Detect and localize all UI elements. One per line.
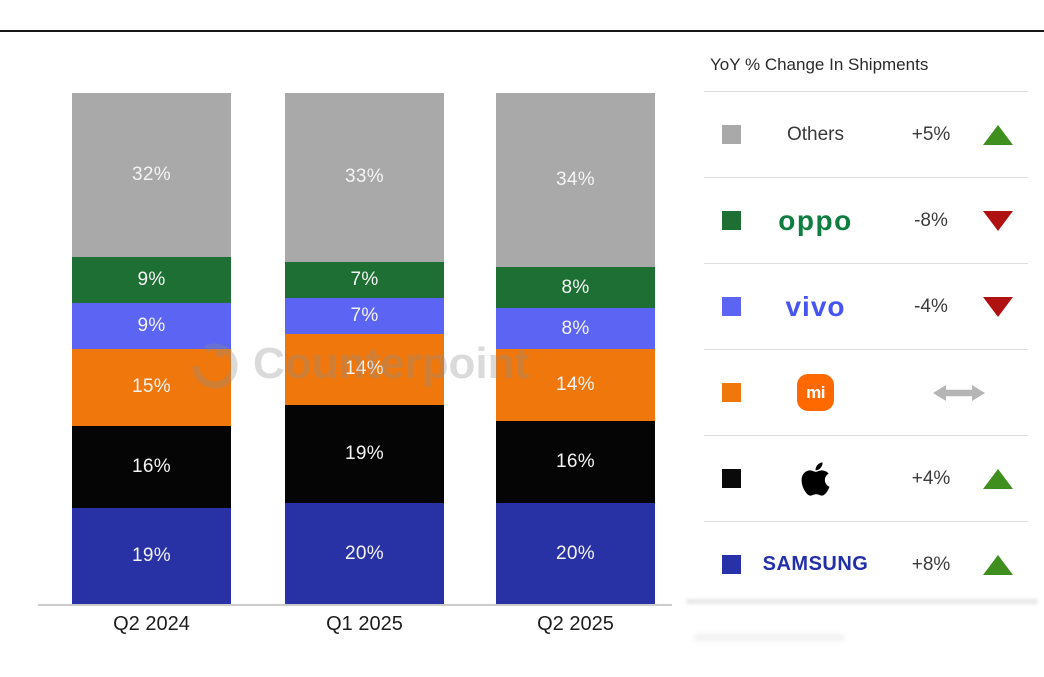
up-arrow-cell <box>968 554 1028 575</box>
bar-segment-value-label: 7% <box>350 268 379 290</box>
bar-segment-apple: 16% <box>72 425 231 508</box>
others-logo: Others <box>741 124 890 146</box>
up-triangle-icon <box>983 124 1013 145</box>
bar-segment-samsung: 20% <box>285 502 444 605</box>
samsung-logo: SAMSUNG <box>741 553 890 576</box>
x-axis-label-q2-2024: Q2 2024 <box>113 613 190 635</box>
others-swatch <box>722 125 741 144</box>
legend-change-group: -4% <box>890 296 1028 318</box>
legend-row-oppo: oppo -8% <box>704 177 1028 263</box>
down-arrow-cell <box>968 296 1028 317</box>
yoy-change-value: -8% <box>914 209 948 231</box>
mi-logo-text: mi <box>806 382 825 402</box>
bar-segment-others: 33% <box>285 93 444 262</box>
bar-segment-others: 34% <box>496 93 655 268</box>
bar-segment-value-label: 8% <box>561 276 590 298</box>
bar-segment-oppo: 7% <box>285 261 444 298</box>
bar-segment-value-label: 19% <box>345 442 384 464</box>
xiaomi-logo: mi <box>741 374 890 411</box>
stacked-bar-chart: 32% 9% 9% 15% 16% 19% Q2 2024 33% 7% 7% 14% 19% 20% Q… <box>72 93 655 635</box>
legend-change-group: +8% <box>890 554 1028 576</box>
apple-logo-icon <box>801 461 830 496</box>
bar-segment-value-label: 14% <box>556 373 595 395</box>
legend-label-others: Others <box>786 123 845 145</box>
legend-row-apple: +4% <box>704 435 1028 521</box>
x-axis-label-q1-2025: Q1 2025 <box>326 613 403 635</box>
bar-segment-vivo: 9% <box>72 302 231 349</box>
legend-row-others: Others +5% <box>704 91 1028 177</box>
down-triangle-icon <box>983 210 1013 231</box>
up-arrow-cell <box>968 124 1028 145</box>
bar-segment-oppo: 8% <box>496 267 655 309</box>
legend-change-group: +4% <box>890 468 1028 490</box>
oppo-logo: oppo <box>741 205 890 237</box>
top-divider-rule <box>0 30 1044 32</box>
legend-title: YoY % Change In Shipments <box>710 55 929 74</box>
bar-segment-value-label: 16% <box>132 455 171 477</box>
stacked-bar-q1-2025: 33% 7% 7% 14% 19% 20% <box>285 93 444 605</box>
bar-segment-others: 32% <box>72 93 231 257</box>
stacked-bar-q2-2024: 32% 9% 9% 15% 16% 19% <box>72 93 231 605</box>
yoy-change-value: +8% <box>911 553 951 575</box>
up-triangle-icon <box>983 468 1013 489</box>
x-axis-label-q2-2025: Q2 2025 <box>537 613 614 635</box>
stacked-bar-q2-2025: 34% 8% 8% 14% 16% 20% <box>496 93 655 605</box>
bar-segment-value-label: 34% <box>556 169 595 191</box>
apple-logo <box>741 460 890 498</box>
oppo-swatch <box>722 211 741 230</box>
legend-change-group: +5% <box>890 124 1028 146</box>
yoy-change-value: -4% <box>914 295 948 317</box>
bar-segment-apple: 19% <box>285 405 444 503</box>
bar-segment-value-label: 20% <box>345 542 384 564</box>
bar-segment-xiaomi: 14% <box>285 333 444 406</box>
bar-segment-value-label: 14% <box>345 358 384 380</box>
flat-double-arrow-icon <box>933 384 985 401</box>
mi-logo-icon: mi <box>797 374 834 411</box>
bar-segment-xiaomi: 14% <box>496 348 655 421</box>
bar-segment-vivo: 7% <box>285 297 444 334</box>
bar-segment-samsung: 20% <box>496 502 655 605</box>
vivo-wordmark: vivo <box>785 290 846 322</box>
legend-row-vivo: vivo -4% <box>704 263 1028 349</box>
apple-swatch <box>722 469 741 488</box>
bar-segment-apple: 16% <box>496 420 655 503</box>
bar-segment-value-label: 15% <box>132 376 171 398</box>
oppo-wordmark: oppo <box>778 204 853 236</box>
legend-change-group: -8% <box>890 210 1028 232</box>
bar-segment-value-label: 9% <box>137 268 166 290</box>
bar-segment-xiaomi: 15% <box>72 348 231 426</box>
bar-segment-vivo: 8% <box>496 308 655 349</box>
up-arrow-cell <box>968 468 1028 489</box>
legend-row-samsung: SAMSUNG +8% <box>704 521 1028 607</box>
legend-panel: YoY % Change In Shipments Others +5% oppo -… <box>690 42 1038 607</box>
down-triangle-icon <box>983 296 1013 317</box>
bar-segment-value-label: 7% <box>350 304 379 326</box>
samsung-swatch <box>722 555 741 574</box>
blurred-source-remnant <box>694 634 844 641</box>
yoy-change-value: +5% <box>911 123 951 145</box>
legend-rows: Others +5% oppo -8% vivo -4% mi +4% SAMSUNG +8% <box>690 91 1038 607</box>
vivo-logo: vivo <box>741 291 890 323</box>
bar-segment-samsung: 19% <box>72 507 231 605</box>
down-arrow-cell <box>968 210 1028 231</box>
bar-segment-value-label: 19% <box>132 545 171 567</box>
bar-segment-value-label: 9% <box>137 314 166 336</box>
blurred-source-line <box>686 599 1038 604</box>
up-triangle-icon <box>983 554 1013 575</box>
x-axis-line <box>38 604 672 606</box>
yoy-change-value: +4% <box>911 467 951 489</box>
bar-segment-value-label: 16% <box>556 450 595 472</box>
legend-change-group <box>890 384 1028 402</box>
samsung-wordmark: SAMSUNG <box>762 553 869 575</box>
bar-segment-value-label: 8% <box>561 317 590 339</box>
xiaomi-swatch <box>722 383 741 402</box>
bar-segment-value-label: 20% <box>556 542 595 564</box>
bar-segment-oppo: 9% <box>72 256 231 303</box>
bar-segment-value-label: 32% <box>132 163 171 185</box>
vivo-swatch <box>722 297 741 316</box>
legend-row-xiaomi: mi <box>704 349 1028 435</box>
bar-segment-value-label: 33% <box>345 166 384 188</box>
